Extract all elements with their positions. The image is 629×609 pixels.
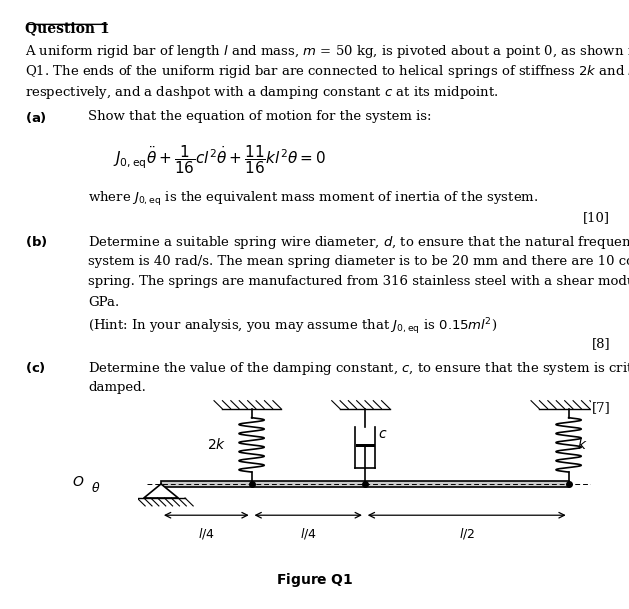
Text: $2k$: $2k$ <box>208 437 226 452</box>
Text: $l/4$: $l/4$ <box>198 526 214 541</box>
Text: $\theta$: $\theta$ <box>91 482 100 495</box>
Text: $J_{0,\mathrm{eq}}\ddot{\theta} + \dfrac{1}{16}cl^{2}\dot{\theta} + \dfrac{11}{1: $J_{0,\mathrm{eq}}\ddot{\theta} + \dfrac… <box>113 143 326 175</box>
Text: Determine the value of the damping constant, $c$, to ensure that the system is c: Determine the value of the damping const… <box>88 360 629 377</box>
Text: $\mathbf{(c)}$: $\mathbf{(c)}$ <box>25 360 46 375</box>
Text: Show that the equation of motion for the system is:: Show that the equation of motion for the… <box>88 110 431 122</box>
Text: $O$: $O$ <box>72 476 85 489</box>
Text: where $J_{0,\mathrm{eq}}$ is the equivalent mass moment of inertia of the system: where $J_{0,\mathrm{eq}}$ is the equival… <box>88 191 538 208</box>
Text: $\mathbf{(a)}$: $\mathbf{(a)}$ <box>25 110 47 125</box>
Text: GPa.: GPa. <box>88 296 120 309</box>
Text: respectively, and a dashpot with a damping constant $c$ at its midpoint.: respectively, and a dashpot with a dampi… <box>25 84 499 101</box>
Text: $l/4$: $l/4$ <box>300 526 316 541</box>
Text: [10]: [10] <box>583 211 610 224</box>
Text: $\mathbf{(b)}$: $\mathbf{(b)}$ <box>25 234 48 249</box>
Text: Q1. The ends of the uniform rigid bar are connected to helical springs of stiffn: Q1. The ends of the uniform rigid bar ar… <box>25 63 629 80</box>
Text: Question 1: Question 1 <box>25 21 110 35</box>
Text: $l/2$: $l/2$ <box>459 526 475 541</box>
Text: system is 40 rad/s. The mean spring diameter is to be 20 mm and there are 10 coi: system is 40 rad/s. The mean spring diam… <box>88 255 629 267</box>
Text: [8]: [8] <box>591 337 610 350</box>
Text: [7]: [7] <box>591 401 610 415</box>
Text: A uniform rigid bar of length $l$ and mass, $m$ = 50 kg, is pivoted about a poin: A uniform rigid bar of length $l$ and ma… <box>25 43 629 60</box>
Text: $k$: $k$ <box>577 437 587 452</box>
Text: spring. The springs are manufactured from 316 stainless steel with a shear modul: spring. The springs are manufactured fro… <box>88 275 629 288</box>
Text: $c$: $c$ <box>379 426 388 440</box>
Bar <box>161 481 569 487</box>
Text: (Hint: In your analysis, you may assume that $J_{0,\mathrm{eq}}$ is $0.15ml^{2}$: (Hint: In your analysis, you may assume … <box>88 317 498 337</box>
Text: Determine a suitable spring wire diameter, $d$, to ensure that the natural frequ: Determine a suitable spring wire diamete… <box>88 234 629 251</box>
Text: $\bf{Figure\ Q1}$: $\bf{Figure\ Q1}$ <box>276 571 353 589</box>
Text: damped.: damped. <box>88 381 146 394</box>
Polygon shape <box>144 484 178 498</box>
